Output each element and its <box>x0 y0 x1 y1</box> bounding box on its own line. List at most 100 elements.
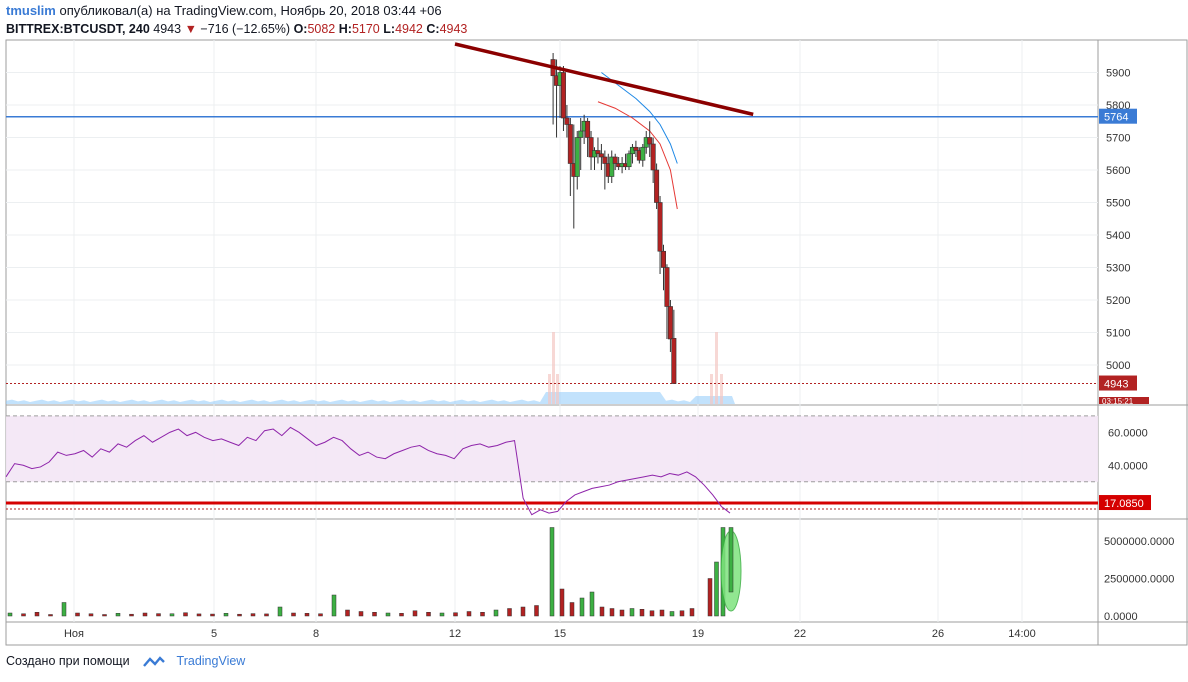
rsi-line <box>5 426 731 516</box>
tradingview-link[interactable]: TradingView <box>176 654 246 668</box>
footer: Создано при помощи TradingView <box>6 654 245 668</box>
candle-body <box>654 169 660 203</box>
ohlc-line: BITTREX:BTCUSDT, 240 4943 ▼ −716 (−12.65… <box>6 22 467 36</box>
countdown-tag <box>1099 397 1149 404</box>
rsi-tick-label: 60.0000 <box>1108 427 1148 439</box>
delta-bar <box>250 613 256 617</box>
low-label: L: <box>383 22 396 36</box>
delta-bar <box>599 606 605 617</box>
delta-bar <box>196 613 202 617</box>
candle-body <box>588 137 594 158</box>
time-tick-label: Ноя <box>64 628 84 640</box>
delta-bar <box>129 613 134 617</box>
symbol-label: BITTREX:BTCUSDT, 240 <box>6 22 150 36</box>
delta-bar <box>559 588 565 617</box>
volume-profile-area <box>6 392 735 404</box>
open-value: 5082 <box>307 22 336 36</box>
candle-body <box>602 156 608 164</box>
candle-body <box>560 72 566 119</box>
time-tick-label: 5 <box>211 628 217 640</box>
candle-body <box>609 156 615 177</box>
delta-bar <box>88 613 94 617</box>
delta-tick-label: 2500000.0000 <box>1104 574 1174 586</box>
delta-bar <box>331 594 337 617</box>
trend-line <box>454 42 754 117</box>
candle-body <box>567 124 573 164</box>
delta-bar <box>291 612 296 617</box>
delta-bar <box>589 591 595 617</box>
ema-slow-line <box>601 72 678 164</box>
low-value: 4942 <box>395 22 423 36</box>
last-price-tag <box>1099 375 1137 391</box>
delta-bar <box>493 609 499 617</box>
delta-bar <box>264 613 269 617</box>
delta-bar <box>649 610 655 617</box>
delta-bar <box>345 609 350 617</box>
delta-bar <box>61 602 67 617</box>
price-tick-label: 5200 <box>1106 295 1130 307</box>
delta-bar <box>183 612 188 617</box>
delta-bar <box>385 612 391 617</box>
candle-body <box>564 117 570 125</box>
delta-bar <box>659 609 665 617</box>
delta-bar <box>399 613 404 617</box>
price-tick-label: 5400 <box>1106 230 1130 242</box>
rsi-tick-label: 40.0000 <box>1108 460 1148 472</box>
delta-bar <box>534 605 539 617</box>
delta-bar <box>372 612 377 617</box>
volume-spike <box>720 374 723 404</box>
open-label: O: <box>293 22 308 36</box>
delta-bar <box>21 613 26 617</box>
delta-bar <box>569 602 575 617</box>
candle-body <box>667 306 673 340</box>
candle-body <box>640 146 646 161</box>
delta-bar <box>480 612 485 617</box>
price-tick-label: 5000 <box>1106 360 1130 372</box>
candle-body <box>660 250 666 268</box>
publish-info: опубликовал(а) на TradingView.com, Ноябр… <box>59 3 442 18</box>
volume-spike <box>715 332 718 404</box>
candle-body <box>585 120 591 138</box>
delta-bar <box>728 527 734 593</box>
time-tick-label: 22 <box>794 628 806 640</box>
time-tick-label: 19 <box>692 628 704 640</box>
delta-bar <box>102 614 107 617</box>
delta-bar <box>277 606 283 617</box>
delta-tick-label: 0.0000 <box>1104 611 1138 623</box>
tradingview-logo-icon <box>143 655 165 667</box>
delta-bar <box>619 609 625 617</box>
delta-bar <box>689 608 695 617</box>
delta-tick-label: 5000000.0000 <box>1104 536 1174 548</box>
price-tick-label: 5500 <box>1106 198 1130 210</box>
delta-bar <box>48 614 53 617</box>
price-tick-label: 5700 <box>1106 133 1130 145</box>
author-name[interactable]: tmuslim <box>6 3 56 18</box>
delta-bar <box>75 612 80 617</box>
volume-spike <box>548 374 551 404</box>
rsi-level-tag <box>1099 495 1151 511</box>
delta-bar <box>439 612 445 617</box>
price-change: −716 (−12.65%) <box>200 22 291 36</box>
candle-body <box>574 137 580 177</box>
delta-bar <box>669 611 675 617</box>
delta-bar <box>412 610 418 617</box>
price-tick-label: 5600 <box>1106 165 1130 177</box>
volume-spike <box>556 374 559 404</box>
delta-bar <box>679 610 685 617</box>
last-price: 4943 <box>153 22 182 36</box>
time-tick-label: 14:00 <box>1008 628 1036 640</box>
time-tick-label: 12 <box>449 628 461 640</box>
down-arrow-icon: ▼ <box>184 22 197 36</box>
delta-bar <box>639 609 645 617</box>
price-tick-label: 5900 <box>1106 68 1130 80</box>
delta-bar <box>609 608 615 617</box>
candle-body <box>647 137 653 145</box>
time-tick-label: 15 <box>554 628 566 640</box>
chart-frame <box>5 39 1188 646</box>
volume-spike <box>710 374 713 404</box>
delta-bar <box>426 612 431 617</box>
delta-bar <box>210 613 215 617</box>
hline-price-label: 5764 <box>1104 112 1128 124</box>
delta-bar <box>579 597 585 617</box>
chart-canvas[interactable]: 5900580057005600550054005300520051005000… <box>0 0 1188 646</box>
